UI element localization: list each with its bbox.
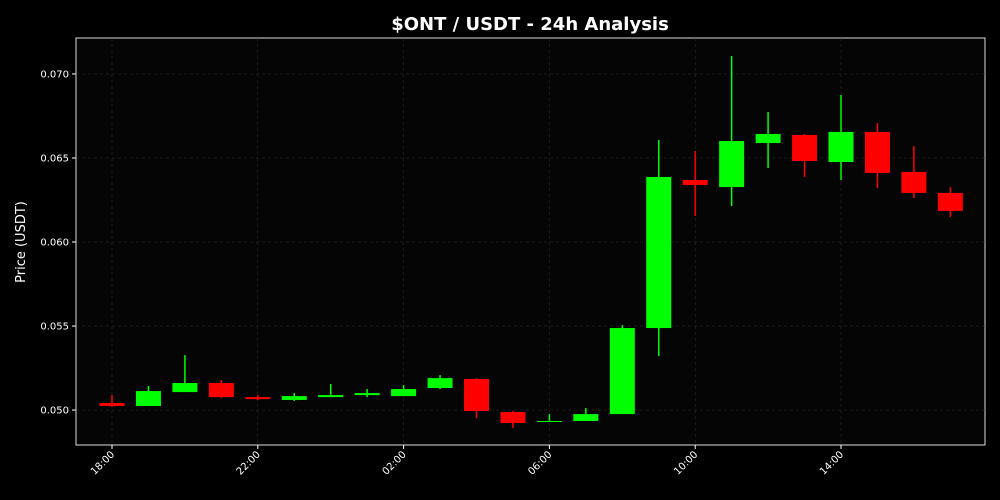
y-tick-label: 0.070: [40, 69, 69, 80]
candle-body: [828, 131, 854, 163]
candle-body: [245, 397, 271, 400]
candle-body: [500, 412, 526, 423]
candle-body: [864, 131, 890, 173]
y-tick-label: 0.050: [40, 406, 69, 417]
y-tick-label: 0.055: [40, 322, 69, 333]
candle-body: [391, 389, 417, 397]
candle-body: [354, 393, 380, 396]
candle-body: [281, 396, 307, 400]
candle-body: [609, 328, 635, 415]
plot-area: [75, 37, 986, 446]
candle-body: [464, 378, 489, 412]
y-axis-label: Price (USDT): [14, 201, 29, 283]
candle-body: [172, 382, 198, 393]
candle-body: [646, 176, 672, 329]
candle-body: [427, 378, 453, 389]
candle-body: [792, 134, 818, 162]
candle-body: [135, 391, 161, 407]
candle-body: [573, 414, 599, 421]
candle-body: [318, 395, 344, 398]
candle-body: [755, 133, 781, 144]
candle-body: [937, 192, 963, 211]
candle-body: [682, 179, 708, 186]
y-tick-label: 0.065: [40, 153, 69, 164]
candle-body: [719, 141, 745, 188]
y-tick-label: 0.060: [40, 238, 69, 249]
candle-body: [208, 382, 234, 398]
candle-body: [536, 420, 562, 422]
candle-body: [901, 171, 927, 193]
candle-body: [99, 402, 125, 407]
chart-title: $ONT / USDT - 24h Analysis: [391, 14, 669, 35]
